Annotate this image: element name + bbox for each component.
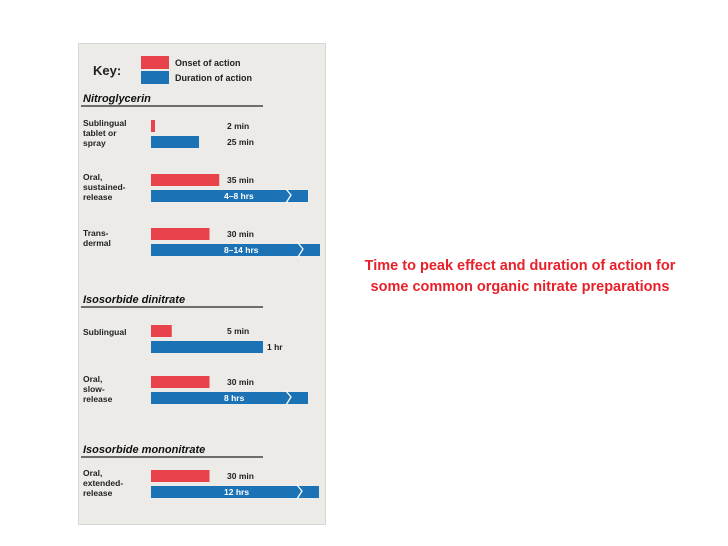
nitrate-timing-chart: Key: Onset of action Duration of action Nit… [81,56,320,500]
group-title: Isosorbide mononitrate [83,444,205,456]
row-label: Sublingual [83,118,126,128]
axis-break-mark [297,242,304,258]
row-label: slow- [83,384,105,394]
caption: Time to peak effect and duration of acti… [364,258,676,295]
onset-bar [151,120,155,132]
duration-bar [151,190,308,202]
onset-bar [151,376,210,388]
legend-swatch-onset [141,56,169,69]
row-label: release [83,394,113,404]
row-label: release [83,488,113,498]
row-label: dermal [83,238,111,248]
onset-value-label: 30 min [227,471,254,481]
onset-bar [151,470,210,482]
row-label: Trans- [83,228,109,238]
duration-value-label: 8 hrs [224,393,245,403]
row-label: sustained- [83,182,126,192]
onset-value-label: 35 min [227,175,254,185]
onset-value-label: 30 min [227,377,254,387]
row-label: spray [83,138,106,148]
duration-value-label: 8–14 hrs [224,245,259,255]
axis-break-mark [296,484,303,500]
duration-bar [151,136,199,148]
duration-bar [151,486,319,498]
row-label: Oral, [83,172,102,182]
group-title: Nitroglycerin [83,93,151,105]
legend-label-duration: Duration of action [175,73,252,83]
onset-value-label: 5 min [227,326,249,336]
row-label: tablet or [83,128,117,138]
row-label: Sublingual [83,327,126,337]
axis-break-mark [285,188,292,204]
duration-value-label: 1 hr [267,342,283,352]
row-label: Oral, [83,374,102,384]
axis-break-mark [285,390,292,406]
duration-bar [151,244,320,256]
legend-swatch-duration [141,71,169,84]
duration-bar [151,392,308,404]
duration-value-label: 4–8 hrs [224,191,254,201]
row-label: Oral, [83,468,102,478]
duration-value-label: 12 hrs [224,487,249,497]
onset-bar [151,174,220,186]
onset-value-label: 2 min [227,121,249,131]
key-label: Key: [93,63,121,78]
group-title: Isosorbide dinitrate [83,294,185,306]
duration-value-label: 25 min [227,137,254,147]
chart-panel: Key: Onset of action Duration of action Nit… [78,43,326,525]
duration-bar [151,341,263,353]
row-label: release [83,192,113,202]
legend-label-onset: Onset of action [175,58,241,68]
row-label: extended- [83,478,123,488]
onset-value-label: 30 min [227,229,254,239]
onset-bar [151,325,172,337]
onset-bar [151,228,210,240]
